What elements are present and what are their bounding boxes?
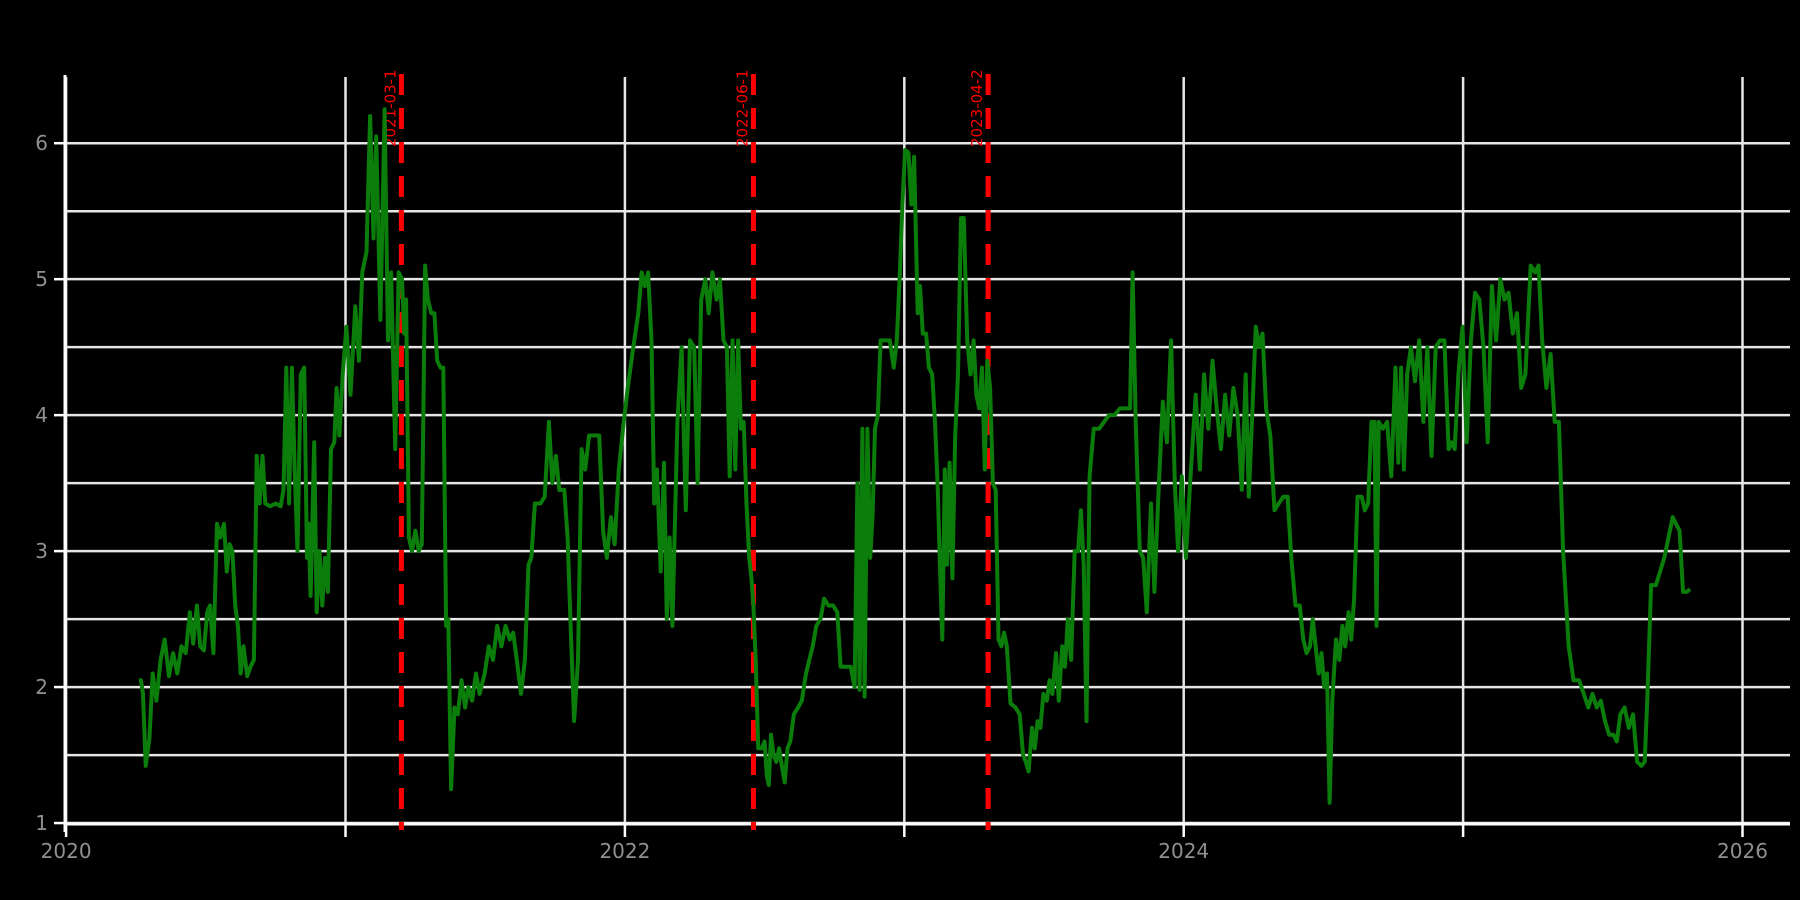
- y-tick-label: 3: [35, 539, 48, 563]
- y-tick-label: 1: [35, 811, 48, 835]
- x-tick-label: 2024: [1158, 839, 1209, 863]
- event-vline-label: 2022-06-1: [733, 69, 751, 147]
- y-tick-label: 6: [35, 131, 48, 155]
- x-tick-label: 2026: [1717, 839, 1768, 863]
- y-tick-label: 4: [35, 403, 48, 427]
- x-tick-label: 2020: [41, 839, 92, 863]
- y-tick-label: 5: [35, 267, 48, 291]
- x-tick-label: 2022: [599, 839, 650, 863]
- price-series-line: [138, 107, 1692, 805]
- event-vline-label: 2023-04-2: [968, 69, 986, 147]
- y-tick-label: 2: [35, 675, 48, 699]
